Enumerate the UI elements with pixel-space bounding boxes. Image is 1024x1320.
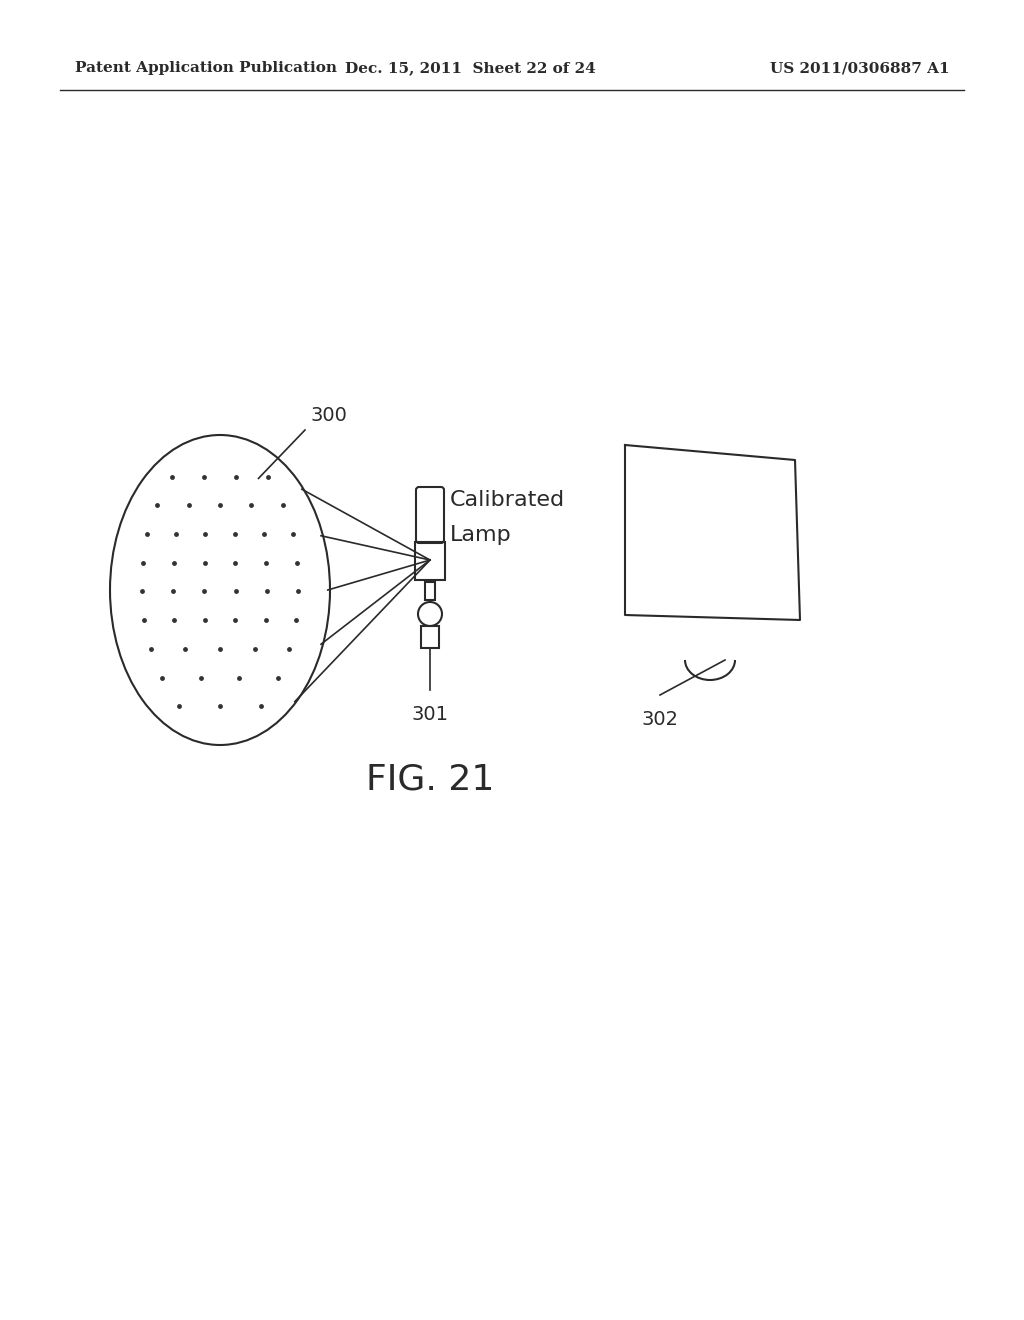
Text: 301: 301 [412,705,449,723]
Text: Lamp: Lamp [450,525,512,545]
Text: 302: 302 [641,710,679,729]
Text: Calibrated: Calibrated [450,490,565,510]
Text: 300: 300 [310,407,347,425]
Bar [415,543,445,579]
Bar [421,626,439,648]
Text: Dec. 15, 2011  Sheet 22 of 24: Dec. 15, 2011 Sheet 22 of 24 [345,61,595,75]
Text: US 2011/0306887 A1: US 2011/0306887 A1 [770,61,950,75]
Text: FIG. 21: FIG. 21 [366,763,495,797]
Bar [425,582,435,601]
Text: Patent Application Publication: Patent Application Publication [75,61,337,75]
